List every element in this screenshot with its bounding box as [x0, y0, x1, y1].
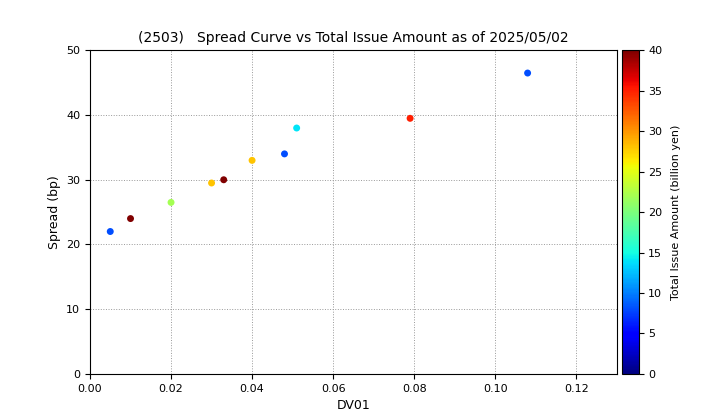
Point — [125, 215, 136, 222]
Title: (2503)   Spread Curve vs Total Issue Amount as of 2025/05/02: (2503) Spread Curve vs Total Issue Amoun… — [138, 31, 569, 45]
Point — [522, 70, 534, 76]
Point — [166, 199, 177, 206]
Point — [206, 180, 217, 186]
Point — [246, 157, 258, 164]
Point — [218, 176, 230, 183]
Point — [291, 125, 302, 131]
Point — [279, 150, 290, 157]
Y-axis label: Total Issue Amount (billion yen): Total Issue Amount (billion yen) — [671, 124, 680, 300]
Y-axis label: Spread (bp): Spread (bp) — [48, 175, 60, 249]
X-axis label: DV01: DV01 — [336, 399, 370, 412]
Point — [405, 115, 416, 122]
Point — [104, 228, 116, 235]
